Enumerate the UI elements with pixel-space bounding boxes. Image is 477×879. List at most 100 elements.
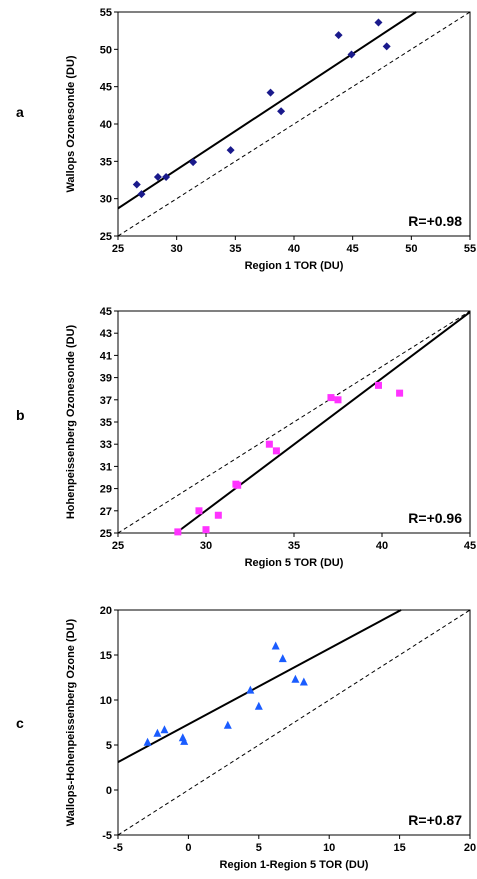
data-point	[272, 447, 280, 455]
y-tick-label: 33	[100, 439, 112, 451]
regression-line	[175, 311, 471, 534]
data-point	[160, 725, 169, 734]
x-axis-label: Region 1 TOR (DU)	[245, 260, 344, 272]
y-axis-label: Hohenpeissenberg Ozonesonde (DU)	[65, 324, 77, 519]
y-tick-label: 37	[100, 395, 112, 407]
correlation-annotation: R=+0.87	[408, 812, 462, 828]
x-tick-label: 15	[393, 842, 405, 854]
regression-line	[117, 609, 402, 763]
y-tick-label: -5	[102, 830, 112, 842]
one-to-one-line	[117, 11, 471, 237]
data-point	[278, 654, 287, 663]
x-axis-label: Region 5 TOR (DU)	[245, 557, 344, 569]
x-tick-label: 55	[464, 243, 476, 255]
data-point	[214, 511, 222, 519]
data-point	[347, 50, 356, 59]
y-tick-label: 55	[100, 7, 112, 19]
x-tick-label: 35	[288, 540, 300, 552]
data-point	[265, 440, 273, 448]
x-tick-label: 45	[464, 540, 476, 552]
x-tick-label: 30	[171, 243, 183, 255]
y-tick-label: 5	[106, 740, 112, 752]
x-tick-label: 35	[229, 243, 241, 255]
x-tick-label: 5	[256, 842, 262, 854]
x-tick-label: 25	[112, 540, 124, 552]
data-point	[162, 173, 171, 182]
y-axis-label: Wallops-Hohenpeissenberg Ozone (DU)	[65, 618, 77, 826]
y-tick-label: 30	[100, 194, 112, 206]
data-point	[132, 180, 141, 189]
y-tick-label: 40	[100, 119, 112, 131]
data-point	[153, 728, 162, 737]
data-point	[334, 31, 343, 40]
x-tick-label: 30	[200, 540, 212, 552]
x-tick-label: 40	[376, 540, 388, 552]
x-tick-label: 50	[405, 243, 417, 255]
one-to-one-line	[117, 310, 471, 534]
y-tick-label: 0	[106, 785, 112, 797]
data-point	[202, 526, 210, 534]
correlation-annotation: R=+0.96	[408, 510, 462, 526]
data-point	[374, 18, 383, 27]
y-tick-label: 31	[100, 461, 112, 473]
y-tick-label: 10	[100, 695, 112, 707]
y-tick-label: 35	[100, 156, 112, 168]
chart-panel-b: 25 30 35 40 45 25 27 29 31 33 35 37 39 41 43 45 Region 5…	[16, 306, 476, 569]
regression-line	[117, 11, 417, 210]
panel-label: b	[16, 407, 25, 423]
x-tick-label: 0	[185, 842, 191, 854]
data-point	[277, 107, 286, 116]
y-tick-label: 25	[100, 231, 112, 243]
y-tick-label: 20	[100, 605, 112, 617]
y-tick-label: 27	[100, 506, 112, 518]
plot-frame	[117, 609, 471, 836]
data-point	[153, 173, 162, 182]
data-point	[189, 158, 198, 167]
chart-panel-a: 25 30 35 40 45 50 55 25 30 35 40 45 50 55 Region 1 TOR…	[16, 7, 476, 272]
data-point	[226, 146, 235, 155]
x-tick-label: 40	[288, 243, 300, 255]
x-tick-label: 25	[112, 243, 124, 255]
data-point	[195, 507, 203, 515]
x-tick-label: 10	[323, 842, 335, 854]
data-point	[180, 736, 189, 745]
y-tick-label: 25	[100, 528, 112, 540]
y-tick-label: 41	[100, 350, 112, 362]
data-point	[271, 641, 280, 650]
one-to-one-line	[117, 609, 471, 836]
data-point	[334, 396, 342, 404]
y-tick-label: 29	[100, 484, 112, 496]
data-point	[143, 737, 152, 746]
data-point	[266, 88, 275, 97]
y-tick-label: 43	[100, 328, 112, 340]
data-point	[254, 701, 263, 710]
data-point	[374, 381, 382, 389]
data-point	[327, 394, 335, 402]
chart-panel-c: -5 0 5 10 15 20 -5 0 5 10 15 20 Region 1-Region 5 TO…	[16, 605, 476, 871]
data-point	[137, 190, 146, 199]
y-tick-label: 45	[100, 306, 112, 318]
x-tick-label: -5	[113, 842, 123, 854]
data-point	[299, 677, 308, 686]
plot-frame	[117, 11, 471, 237]
data-point	[174, 528, 182, 536]
panel-label: a	[16, 104, 24, 120]
data-point	[234, 481, 242, 489]
data-point	[291, 674, 300, 683]
data-point	[223, 720, 232, 729]
y-axis-label: Wallops Ozonesonde (DU)	[65, 55, 77, 192]
y-tick-label: 39	[100, 373, 112, 385]
x-tick-label: 20	[464, 842, 476, 854]
data-point	[382, 42, 391, 51]
panel-label: c	[16, 715, 24, 731]
y-tick-label: 50	[100, 44, 112, 56]
correlation-annotation: R=+0.98	[408, 213, 462, 229]
x-tick-label: 45	[347, 243, 359, 255]
y-tick-label: 35	[100, 417, 112, 429]
y-tick-label: 45	[100, 82, 112, 94]
data-point	[246, 685, 255, 694]
y-tick-label: 15	[100, 650, 112, 662]
x-axis-label: Region 1-Region 5 TOR (DU)	[220, 859, 369, 871]
data-point	[396, 389, 404, 397]
